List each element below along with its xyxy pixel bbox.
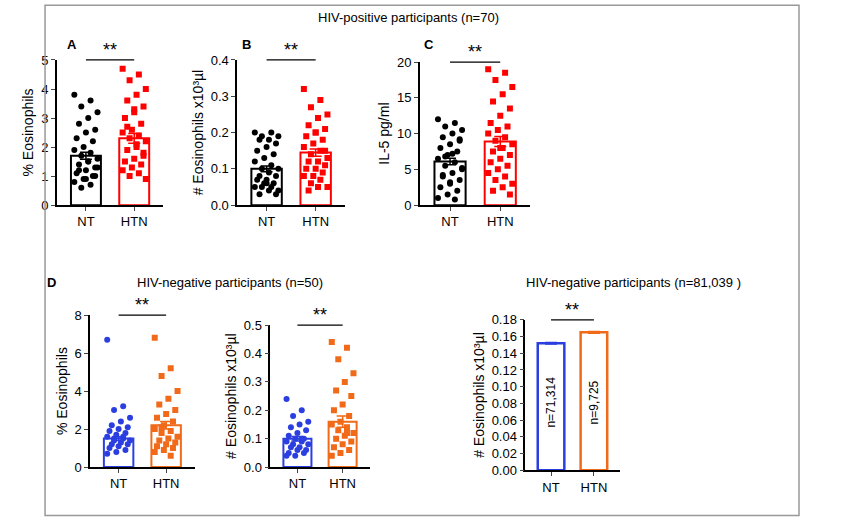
svg-text:% Eosinophils: % Eosinophils (54, 347, 70, 435)
svg-text:15: 15 (397, 90, 411, 105)
svg-text:3: 3 (41, 111, 48, 126)
svg-text:**: ** (565, 300, 579, 320)
svg-text:HTN: HTN (302, 214, 329, 229)
svg-text:n=71,314: n=71,314 (544, 377, 558, 428)
svg-text:D: D (47, 275, 56, 290)
svg-text:0.5: 0.5 (244, 318, 262, 333)
svg-text:A: A (67, 37, 77, 52)
svg-text:0.10: 0.10 (492, 379, 517, 394)
svg-text:0.06: 0.06 (492, 413, 517, 428)
svg-text:B: B (242, 37, 251, 52)
svg-text:1: 1 (41, 169, 48, 184)
svg-text:HTN: HTN (581, 480, 608, 495)
svg-text:n=9,725: n=9,725 (587, 380, 601, 424)
svg-text:2: 2 (41, 140, 48, 155)
svg-text:# Eosinophils x10³µl: # Eosinophils x10³µl (471, 332, 487, 458)
svg-text:0: 0 (41, 198, 48, 213)
svg-text:0.3: 0.3 (244, 374, 262, 389)
svg-text:NT: NT (110, 476, 127, 491)
svg-text:HTN: HTN (153, 476, 180, 491)
svg-text:0.16: 0.16 (492, 329, 517, 344)
svg-text:0.1: 0.1 (211, 161, 229, 176)
svg-text:**: ** (284, 40, 298, 60)
svg-text:HIV-negative participants (n=8: HIV-negative participants (n=81,039 ) (526, 275, 741, 290)
svg-text:10: 10 (397, 126, 411, 141)
svg-text:0.02: 0.02 (492, 446, 517, 461)
svg-text:4: 4 (75, 384, 82, 399)
svg-text:NT: NT (289, 476, 306, 491)
svg-text:**: ** (103, 40, 117, 60)
svg-text:# Eosinophils x10³µl: # Eosinophils x10³µl (190, 70, 206, 196)
svg-text:**: ** (135, 295, 149, 315)
svg-text:0.0: 0.0 (244, 460, 262, 475)
svg-text:C: C (424, 37, 434, 52)
svg-text:0.14: 0.14 (492, 346, 517, 361)
svg-text:**: ** (468, 42, 482, 62)
svg-text:# Eosinophils x10³µl: # Eosinophils x10³µl (223, 333, 239, 459)
svg-text:0.00: 0.00 (492, 463, 517, 478)
svg-text:NT: NT (77, 214, 94, 229)
svg-text:HIV-positive participants (n=7: HIV-positive participants (n=70) (318, 10, 499, 25)
svg-text:5: 5 (404, 162, 411, 177)
svg-text:0.2: 0.2 (211, 125, 229, 140)
svg-text:0.4: 0.4 (244, 346, 262, 361)
svg-text:IL-5 pg/ml: IL-5 pg/ml (376, 102, 392, 164)
svg-text:4: 4 (41, 82, 48, 97)
svg-text:0.1: 0.1 (244, 431, 262, 446)
svg-text:8: 8 (75, 308, 82, 323)
svg-text:2: 2 (75, 422, 82, 437)
svg-text:**: ** (313, 305, 327, 325)
svg-text:0.12: 0.12 (492, 363, 517, 378)
svg-text:HTN: HTN (121, 214, 148, 229)
svg-text:0.4: 0.4 (211, 53, 229, 68)
svg-text:% Eosinophils: % Eosinophils (20, 89, 36, 177)
svg-text:6: 6 (75, 346, 82, 361)
svg-text:NT: NT (258, 214, 275, 229)
svg-text:0.0: 0.0 (211, 198, 229, 213)
svg-text:20: 20 (397, 55, 411, 70)
svg-text:0: 0 (404, 198, 411, 213)
svg-text:HIV-negative participants (n=5: HIV-negative participants (n=50) (137, 275, 323, 290)
svg-text:0.18: 0.18 (492, 312, 517, 327)
svg-text:HTN: HTN (329, 476, 356, 491)
svg-text:0.2: 0.2 (244, 403, 262, 418)
svg-text:0.04: 0.04 (492, 429, 517, 444)
svg-text:5: 5 (41, 53, 48, 68)
svg-text:HTN: HTN (487, 214, 514, 229)
svg-text:0.3: 0.3 (211, 89, 229, 104)
svg-text:NT: NT (542, 480, 559, 495)
svg-text:NT: NT (441, 214, 458, 229)
svg-text:0: 0 (75, 460, 82, 475)
svg-text:0.08: 0.08 (492, 396, 517, 411)
